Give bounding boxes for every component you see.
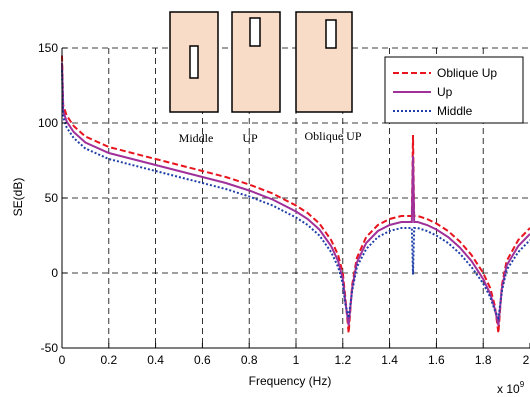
x-tick-label: 1.2: [334, 353, 351, 367]
x-multiplier-exponent: 9: [520, 380, 525, 389]
legend-label: Oblique Up: [437, 66, 497, 80]
slot-diagram-label: Middle: [179, 131, 214, 145]
series-layer: [61, 55, 530, 334]
x-axis-label: Frequency (Hz): [249, 374, 332, 388]
slot-position-insets: Middle UP Oblique UP: [169, 11, 362, 145]
x-tick-label: 0.6: [194, 353, 211, 367]
y-axis-label: SE(dB): [11, 178, 25, 217]
y-tick-label: 0: [51, 266, 58, 280]
y-tick-label: 100: [38, 116, 58, 130]
x-tick-label: 1.6: [428, 353, 445, 367]
y-tick-label: 50: [45, 191, 59, 205]
x-tick-label: 1.8: [475, 353, 492, 367]
x-tick-label: 1: [293, 353, 300, 367]
x-tick-label: 1.4: [381, 353, 398, 367]
slot-diagram-label: Oblique UP: [305, 129, 362, 143]
y-tick-label: -50: [41, 341, 59, 355]
slot-diagram-label: UP: [242, 131, 258, 145]
slot-diagram-box: [295, 11, 353, 113]
slot-aperture: [189, 45, 199, 79]
x-tick-label: 0.8: [241, 353, 258, 367]
x-multiplier-base: x 10: [497, 382, 520, 396]
x-tick-label: 0.4: [147, 353, 164, 367]
legend-label: Up: [437, 85, 453, 99]
legend-label: Middle: [437, 104, 473, 118]
x-tick-label: 0.2: [100, 353, 117, 367]
legend-box: [384, 56, 524, 124]
x-axis-multiplier: x 109: [497, 380, 525, 396]
series-line-middle: [61, 70, 530, 322]
y-tick-label: 150: [38, 41, 58, 55]
x-tick-label: 2: [523, 353, 530, 367]
series-line-oblique-up: [61, 55, 530, 334]
slot-aperture: [249, 17, 261, 47]
slot-diagram-box: [231, 11, 281, 113]
series-line-up: [61, 62, 530, 326]
legend: Oblique Up Up Middle: [384, 56, 524, 124]
x-tick-label: 0: [59, 353, 66, 367]
slot-aperture: [325, 19, 337, 49]
